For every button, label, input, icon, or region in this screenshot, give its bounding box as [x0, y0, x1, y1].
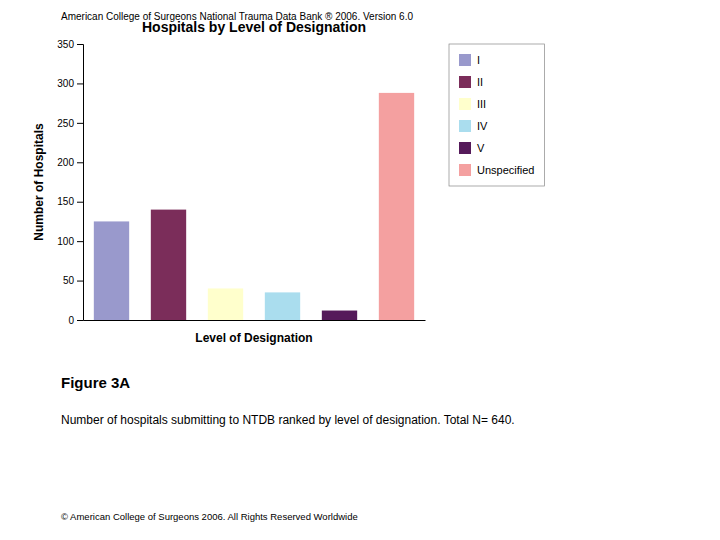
x-axis-title: Level of Designation	[195, 331, 312, 345]
footer: © American College of Surgeons 2006. All…	[61, 511, 358, 522]
y-tick: 50	[63, 275, 83, 286]
y-tick-mark	[77, 162, 83, 163]
y-tick-label: 200	[57, 157, 74, 168]
y-tick: 350	[57, 39, 83, 50]
y-tick-label: 250	[57, 118, 74, 129]
legend-label: II	[477, 76, 483, 88]
x-axis	[84, 320, 426, 321]
chart: American College of Surgeons National Tr…	[0, 0, 720, 540]
y-tick: 300	[57, 78, 83, 89]
y-tick-label: 300	[57, 78, 74, 89]
bar	[94, 221, 129, 320]
y-tick-mark	[77, 44, 83, 45]
legend-item: Unspecified	[459, 164, 534, 176]
legend-item: V	[459, 142, 485, 154]
caption: Number of hospitals submitting to NTDB r…	[61, 413, 515, 427]
legend-swatch	[459, 120, 471, 132]
y-tick: 250	[57, 118, 83, 129]
y-tick: 200	[57, 157, 83, 168]
legend-label: III	[477, 98, 486, 110]
legend-label: V	[477, 142, 485, 154]
legend-label: Unspecified	[477, 164, 534, 176]
bar	[151, 210, 186, 320]
legend-swatch	[459, 98, 471, 110]
plot-area: 0 50 100 150 200 250 300 350 Hospitals by Level …	[32, 19, 426, 345]
legend-item: III	[459, 98, 486, 110]
y-tick-mark	[77, 241, 83, 242]
bars	[94, 93, 414, 320]
y-tick-mark	[77, 202, 83, 203]
legend-item: II	[459, 76, 483, 88]
bar	[379, 93, 414, 320]
figure-label: Figure 3A	[61, 374, 130, 391]
y-axis: 0 50 100 150 200 250 300 350	[57, 39, 83, 326]
y-tick: 0	[68, 315, 83, 326]
y-tick-mark	[77, 123, 83, 124]
y-tick: 100	[57, 236, 83, 247]
legend-swatch	[459, 164, 471, 176]
bar	[208, 288, 243, 320]
bar	[265, 292, 300, 320]
legend-item: IV	[459, 120, 488, 132]
y-tick-label: 100	[57, 236, 74, 247]
y-tick-mark	[77, 320, 83, 321]
legend-label: I	[477, 54, 480, 66]
y-tick-label: 50	[63, 275, 75, 286]
bar	[322, 311, 357, 320]
title: Hospitals by Level of Designation	[142, 19, 366, 35]
y-tick-mark	[77, 83, 83, 84]
legend: IIIIIIIVVUnspecified	[449, 44, 544, 186]
legend-frame	[449, 44, 544, 186]
y-axis-line	[77, 45, 84, 321]
legend-swatch	[459, 142, 471, 154]
y-tick-label: 350	[57, 39, 74, 50]
legend-swatch	[459, 54, 471, 66]
legend-swatch	[459, 76, 471, 88]
y-tick-mark	[77, 281, 83, 282]
y-axis-title: Number of Hospitals	[32, 123, 46, 241]
y-tick-label: 150	[57, 196, 74, 207]
legend-label: IV	[477, 120, 488, 132]
y-tick: 150	[57, 196, 83, 207]
y-tick-label: 0	[68, 315, 74, 326]
legend-item: I	[459, 54, 480, 66]
x-axis-line	[84, 320, 426, 321]
